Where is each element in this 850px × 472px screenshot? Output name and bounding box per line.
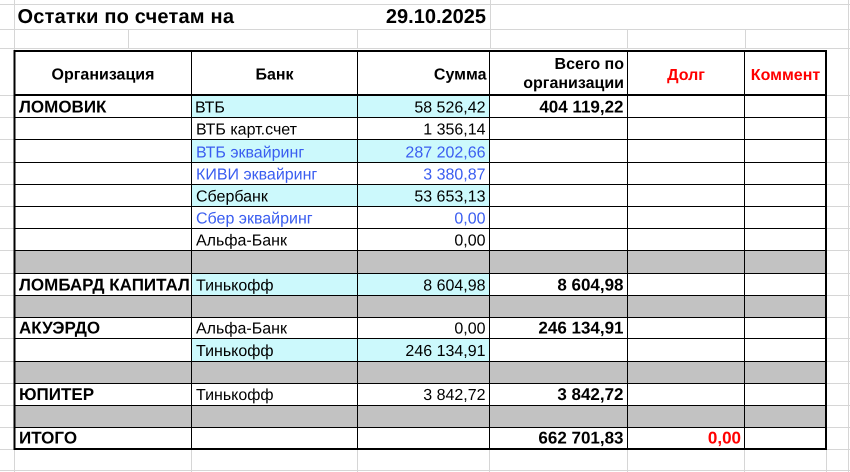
svg-text:Сумма: Сумма (434, 67, 487, 84)
svg-text:0,00: 0,00 (454, 211, 485, 228)
svg-text:53 653,13: 53 653,13 (414, 189, 485, 206)
svg-text:3 842,72: 3 842,72 (423, 387, 485, 404)
svg-text:662 701,83: 662 701,83 (538, 429, 623, 448)
svg-text:8 604,98: 8 604,98 (423, 278, 485, 295)
svg-text:ЛОМОВИК: ЛОМОВИК (19, 98, 107, 117)
svg-text:287 202,66: 287 202,66 (405, 145, 485, 162)
svg-text:0,00: 0,00 (708, 429, 741, 448)
svg-text:ВТБ карт.счет: ВТБ карт.счет (196, 122, 298, 139)
svg-text:ВТБ: ВТБ (195, 100, 225, 117)
svg-text:Долг: Долг (667, 67, 705, 84)
svg-text:Всего по: Всего по (555, 56, 625, 73)
svg-text:0,00: 0,00 (454, 321, 485, 338)
svg-text:8 604,98: 8 604,98 (557, 276, 623, 295)
svg-text:Тинькофф: Тинькофф (196, 387, 274, 404)
svg-text:3 842,72: 3 842,72 (557, 385, 623, 404)
svg-text:Сбер эквайринг: Сбер эквайринг (196, 211, 313, 228)
svg-text:3 380,87: 3 380,87 (423, 167, 485, 184)
svg-text:246 134,91: 246 134,91 (405, 343, 485, 360)
svg-text:КИВИ эквайринг: КИВИ эквайринг (196, 167, 317, 184)
svg-text:Остатки по счетам на: Остатки по счетам на (18, 6, 235, 28)
svg-text:Организация: Организация (52, 67, 155, 84)
svg-text:АКУЭРДО: АКУЭРДО (19, 319, 100, 338)
svg-text:Тинькофф: Тинькофф (196, 278, 274, 295)
svg-text:Сбербанк: Сбербанк (196, 189, 269, 206)
svg-text:организации: организации (523, 75, 624, 92)
svg-text:Альфа-Банк: Альфа-Банк (196, 321, 288, 338)
svg-text:29.10.2025: 29.10.2025 (386, 6, 486, 28)
svg-text:404 119,22: 404 119,22 (539, 98, 623, 117)
svg-text:ЛОМБАРД КАПИТАЛ: ЛОМБАРД КАПИТАЛ (19, 276, 190, 295)
svg-text:246 134,91: 246 134,91 (538, 319, 623, 338)
svg-text:Банк: Банк (255, 67, 294, 84)
svg-text:1 356,14: 1 356,14 (423, 122, 485, 139)
svg-text:0,00: 0,00 (454, 233, 485, 250)
svg-text:58 526,42: 58 526,42 (414, 100, 485, 117)
svg-text:Альфа-Банк: Альфа-Банк (196, 233, 288, 250)
svg-text:Тинькофф: Тинькофф (196, 343, 274, 360)
svg-text:ЮПИТЕР: ЮПИТЕР (19, 385, 94, 404)
svg-text:ВТБ эквайринг: ВТБ эквайринг (196, 145, 304, 162)
svg-text:ИТОГО: ИТОГО (19, 429, 77, 448)
svg-text:Коммент: Коммент (751, 67, 821, 84)
